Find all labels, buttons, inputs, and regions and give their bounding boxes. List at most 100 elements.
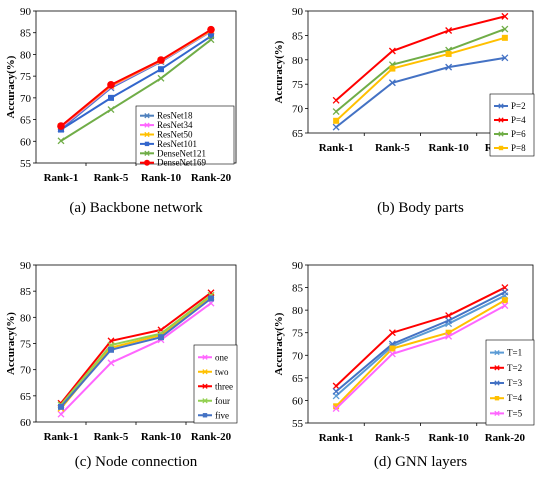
x-tick-label: Rank-5	[375, 142, 410, 154]
legend-marker	[498, 145, 504, 151]
series-one	[57, 299, 215, 418]
legend-marker	[494, 349, 500, 356]
legend-marker-b	[202, 354, 208, 360]
data-point	[332, 108, 340, 115]
series-line	[60, 297, 212, 408]
series-line	[335, 299, 506, 407]
y-tick-label: 60	[20, 417, 32, 429]
data-point	[57, 137, 65, 145]
legend-marker	[498, 131, 504, 137]
panel-caption: (a) Backbone network	[69, 200, 203, 216]
legend-label: T=4	[507, 393, 523, 403]
series-five	[58, 295, 214, 410]
data-point	[158, 66, 164, 73]
data-point-b	[501, 54, 509, 62]
panel-caption: (d) GNN layers	[374, 454, 467, 470]
data-point-b	[107, 359, 115, 367]
data-point-b	[332, 405, 340, 413]
data-point-b	[501, 288, 509, 296]
legend-label: P=8	[511, 143, 526, 153]
legend-label: P=4	[511, 115, 526, 125]
data-point-b	[332, 96, 340, 104]
legend-marker	[144, 150, 150, 156]
legend-marker-b	[498, 103, 504, 109]
legend-marker	[498, 103, 504, 109]
data-point	[107, 359, 115, 367]
y-tick-label: 75	[292, 79, 304, 91]
legend-label: T=1	[507, 348, 522, 358]
y-tick-label: 80	[292, 305, 304, 317]
legend: ResNet18ResNet34ResNet50ResNet101DenseNe…	[135, 105, 235, 168]
legend-label: DenseNet121	[157, 148, 206, 158]
x-tick-label: Rank-10	[428, 432, 469, 444]
data-point	[389, 345, 396, 352]
data-point	[388, 350, 396, 358]
data-point	[57, 410, 65, 418]
legend-marker-b	[202, 398, 208, 404]
y-tick-label: 70	[20, 93, 32, 105]
legend-marker	[494, 380, 500, 386]
data-point-b	[107, 106, 115, 114]
data-point-b	[445, 332, 453, 340]
x-tick-label: Rank-1	[319, 142, 354, 154]
data-point	[333, 403, 340, 410]
chart-panel-2: 657075808590Rank-1Rank-5Rank-10Rank-20Ac…	[273, 6, 535, 216]
y-tick-label: 65	[292, 373, 304, 385]
data-point	[445, 50, 452, 57]
data-point-b	[388, 329, 396, 337]
series-line	[60, 291, 212, 404]
data-point	[208, 295, 214, 302]
y-tick-label: 75	[20, 71, 32, 83]
y-tick-label: 70	[292, 350, 304, 362]
data-point-b	[388, 79, 396, 87]
data-point-b	[332, 382, 340, 390]
y-tick-label: 75	[292, 328, 304, 340]
data-point	[501, 297, 508, 304]
y-tick-label: 85	[20, 28, 32, 40]
legend-label: T=3	[507, 378, 523, 388]
legend-marker	[202, 369, 208, 375]
y-tick-label: 90	[20, 260, 32, 272]
data-point	[445, 329, 452, 336]
y-axis-label: Accuracy(%)	[273, 312, 285, 375]
series-line	[60, 35, 212, 131]
data-point-b	[445, 312, 453, 320]
legend-marker-b	[144, 122, 150, 128]
data-point	[501, 34, 508, 41]
data-point	[501, 54, 509, 62]
y-tick-label: 90	[292, 260, 304, 272]
chart-panel-4: 55 60 65 70 75 80 85 90 Rank-1 Rank-5 Rank-10 Rank-…	[273, 260, 535, 470]
series-three	[57, 289, 215, 407]
data-point	[332, 123, 340, 131]
data-point	[157, 74, 165, 82]
series-P=6	[332, 25, 509, 115]
x-tick-label: Rank-10	[428, 142, 469, 154]
y-tick-label: 70	[292, 104, 304, 116]
data-point-b	[332, 123, 340, 131]
legend-marker	[202, 354, 208, 360]
legend-label: four	[215, 396, 230, 406]
legend-marker	[202, 383, 208, 389]
legend-label: T=2	[507, 363, 522, 373]
series-line	[60, 302, 212, 415]
legend-marker	[494, 410, 500, 417]
legend-marker-b	[494, 380, 500, 386]
data-point	[332, 382, 340, 390]
legend-marker	[202, 398, 208, 404]
x-tick-label: Rank-1	[319, 432, 354, 444]
series-line	[335, 304, 506, 410]
data-point	[58, 403, 64, 410]
data-point	[388, 79, 396, 87]
y-tick-label: 90	[20, 6, 32, 18]
chart-panel-1: 55 60 65 70 75 80 85 90 Rank-1 Rank-5 Rank-10 Rank-…	[5, 6, 237, 216]
series-T=2	[332, 284, 509, 390]
legend-label: T=5	[507, 408, 523, 418]
legend-marker-b	[144, 113, 150, 119]
x-tick-label: Rank-10	[141, 431, 182, 443]
y-tick-label: 60	[292, 395, 304, 407]
legend-marker	[144, 122, 150, 128]
legend-label: P=2	[511, 101, 526, 111]
legend-marker	[144, 159, 150, 166]
data-point	[501, 288, 509, 296]
legend-marker	[144, 141, 150, 147]
